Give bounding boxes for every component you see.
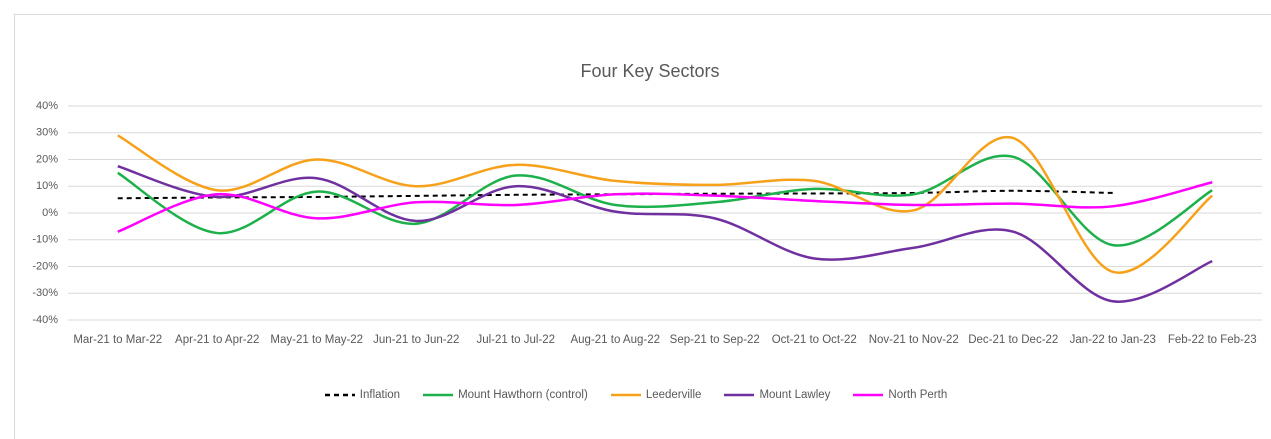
y-tick-label: 10% bbox=[36, 180, 58, 192]
x-tick-label: Aug-21 to Aug-22 bbox=[570, 334, 660, 346]
y-tick-label: 40% bbox=[36, 100, 58, 112]
x-tick-label: Feb-22 to Feb-23 bbox=[1167, 334, 1257, 346]
legend-label: North Perth bbox=[888, 389, 948, 401]
legend-label: Mount Lawley bbox=[759, 389, 831, 401]
x-tick-label: Dec-21 to Dec-22 bbox=[968, 334, 1059, 346]
x-tick-label: Jun-21 to Jun-22 bbox=[373, 334, 460, 346]
y-tick-label: 0% bbox=[42, 207, 58, 219]
legend-swatch bbox=[324, 393, 355, 397]
legend-label: Inflation bbox=[359, 389, 401, 401]
legend-swatch bbox=[423, 393, 454, 397]
x-tick-label: Jul-21 to Jul-22 bbox=[476, 334, 556, 346]
y-tick-label: 30% bbox=[36, 127, 58, 139]
series-line bbox=[117, 164, 1213, 303]
x-tick-label: Apr-21 to Apr-22 bbox=[175, 334, 260, 346]
x-tick-label: Oct-21 to Oct-22 bbox=[771, 334, 857, 346]
legend-item: Mount Lawley bbox=[723, 389, 830, 401]
series-line bbox=[117, 181, 1213, 233]
x-tick-label: Sep-21 to Sep-22 bbox=[669, 334, 760, 346]
y-tick-label: -40% bbox=[32, 314, 58, 326]
chart-title: Four Key Sectors bbox=[580, 61, 719, 81]
y-tick-label: -10% bbox=[32, 234, 58, 246]
x-tick-label: Jan-22 to Jan-23 bbox=[1069, 334, 1156, 346]
legend-label: Leederville bbox=[645, 389, 702, 401]
legend-item: Leederville bbox=[610, 389, 702, 401]
legend-item: Mount Hawthorn (control) bbox=[422, 389, 588, 401]
legend-item: Inflation bbox=[324, 389, 400, 401]
legend-label: Mount Hawthorn (control) bbox=[458, 389, 588, 401]
chart-border bbox=[14, 14, 1271, 439]
series-line bbox=[117, 154, 1213, 247]
y-tick-label: -30% bbox=[32, 287, 58, 299]
y-tick-label: 20% bbox=[36, 153, 58, 165]
x-tick-label: Nov-21 to Nov-22 bbox=[868, 334, 959, 346]
series-line bbox=[117, 134, 1214, 274]
legend-swatch bbox=[853, 393, 884, 397]
legend-item: North Perth bbox=[852, 389, 947, 401]
x-tick-label: May-21 to May-22 bbox=[270, 334, 364, 346]
legend-swatch bbox=[724, 393, 755, 397]
x-tick-label: Mar-21 to Mar-22 bbox=[73, 334, 163, 346]
y-tick-label: -20% bbox=[32, 260, 58, 272]
legend: Inflation Mount Hawthorn (control) Leederv… bbox=[0, 389, 1271, 401]
legend-swatch bbox=[610, 393, 641, 397]
